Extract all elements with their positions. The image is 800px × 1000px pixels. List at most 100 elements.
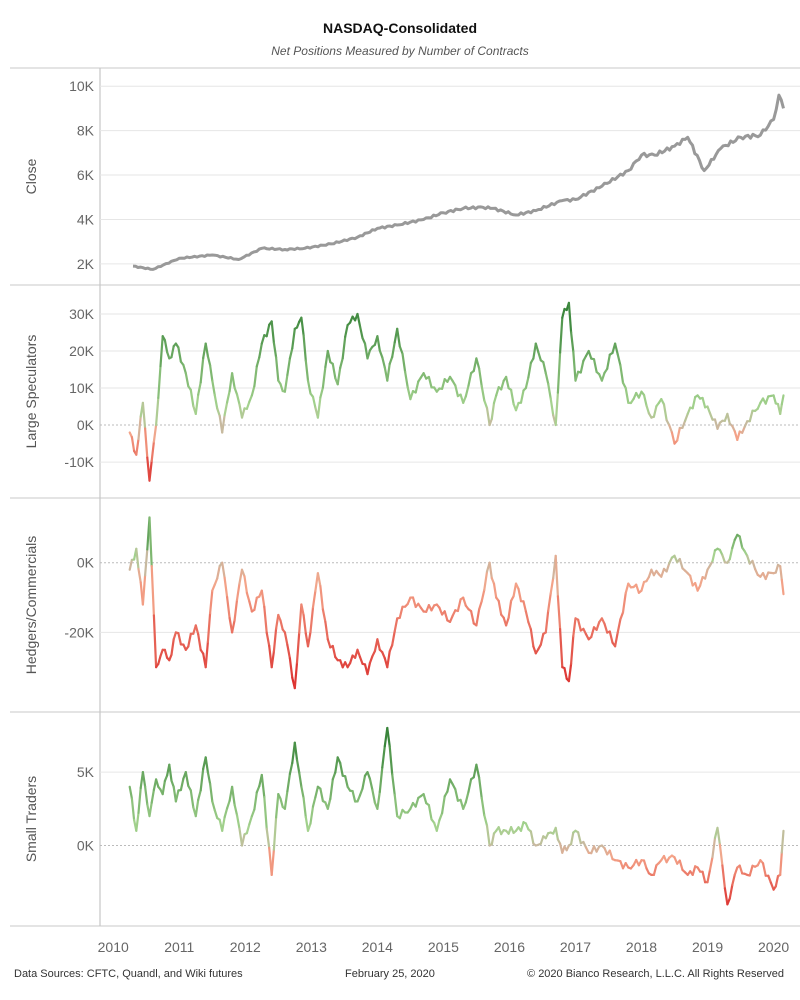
series-segment: [467, 778, 473, 793]
series-segment: [624, 386, 630, 404]
series-segment: [263, 795, 268, 830]
series-segment: [159, 335, 164, 368]
series-segment: [302, 613, 307, 635]
series-segment: [764, 571, 770, 581]
series-segment: [572, 350, 577, 382]
series-segment: [616, 618, 622, 634]
series-segment: [381, 744, 386, 769]
series-segment: [529, 628, 535, 648]
series-segment: [137, 415, 142, 441]
series-segment: [245, 591, 251, 603]
series-segment: [579, 359, 585, 374]
y-tick-label: 2K: [77, 256, 95, 272]
series-segment: [780, 829, 785, 854]
footer-sources: Data Sources: CFTC, Quandl, and Wiki fut…: [14, 968, 243, 980]
series-segment: [446, 778, 452, 793]
series-segment: [293, 661, 299, 690]
series-segment: [240, 833, 246, 847]
series-segment: [272, 341, 278, 359]
series-segment: [764, 395, 770, 405]
series-segment: [691, 395, 697, 410]
series-segment: [250, 384, 256, 397]
series-segment: [470, 609, 475, 625]
series-segment: [478, 367, 483, 388]
series-segment: [574, 370, 580, 382]
series-segment: [233, 386, 239, 396]
series-segment: [351, 789, 357, 803]
series-segment: [316, 572, 322, 588]
series-segment: [168, 763, 173, 782]
series-segment: [711, 836, 717, 859]
x-tick-label: 2010: [98, 939, 129, 955]
series-segment: [706, 868, 712, 884]
series-segment: [554, 554, 560, 598]
series-segment: [288, 347, 294, 360]
series-segment: [293, 741, 299, 761]
series-segment: [569, 331, 575, 353]
series-segment: [368, 777, 374, 792]
series-segment: [500, 379, 505, 391]
x-tick-label: 2020: [758, 939, 789, 955]
series-segment: [676, 426, 681, 442]
series-segment: [300, 603, 305, 617]
series-segment: [529, 830, 535, 845]
series-segment: [386, 726, 391, 748]
series-segment: [558, 627, 564, 669]
series-segment: [731, 538, 736, 550]
series-line-close: [132, 93, 785, 271]
series-segment: [148, 516, 153, 568]
series-segment: [711, 549, 717, 563]
footer-copyright: © 2020 Bianco Research, L.L.C. All Right…: [527, 968, 784, 980]
x-tick-label: 2013: [296, 939, 327, 955]
series-segment: [751, 559, 757, 571]
series-segment: [155, 396, 160, 427]
series-segment: [194, 393, 200, 415]
series-segment: [519, 821, 525, 832]
series-segment: [184, 372, 190, 388]
series-segment: [344, 324, 349, 338]
series-segment: [275, 613, 280, 630]
y-tick-label: 0K: [77, 555, 95, 571]
series-segment: [522, 600, 528, 613]
y-tick-label: 0K: [77, 838, 95, 854]
series-segment: [184, 770, 190, 788]
series-segment: [356, 312, 362, 328]
series-segment: [295, 758, 301, 774]
series-segment: [492, 582, 498, 599]
series-segment: [286, 772, 291, 793]
series-segment: [701, 396, 707, 409]
series-segment: [279, 797, 284, 809]
series-segment: [306, 822, 312, 832]
series-segment: [547, 382, 552, 400]
series-segment: [414, 380, 420, 394]
series-segment: [376, 790, 381, 810]
series-segment: [339, 357, 344, 369]
series-segment: [567, 301, 573, 334]
series-segment: [475, 608, 481, 627]
series-segment: [728, 546, 734, 561]
series-segment: [179, 777, 185, 792]
series-segment: [514, 401, 520, 412]
series-segment: [490, 832, 496, 846]
series-segment: [238, 568, 244, 585]
series-segment: [263, 605, 268, 634]
series-segment: [556, 595, 562, 631]
series-segment: [253, 791, 258, 811]
series-segment: [376, 638, 381, 651]
series-segment: [288, 657, 294, 679]
series-segment: [177, 632, 182, 646]
series-segment: [326, 797, 332, 810]
series-segment: [404, 370, 409, 389]
series-segment: [258, 342, 263, 359]
series-segment: [376, 335, 381, 352]
series-segment: [189, 388, 195, 407]
series-segment: [595, 620, 601, 632]
series-segment: [689, 574, 694, 587]
series-segment: [706, 405, 712, 415]
series-segment: [298, 771, 303, 788]
series-segment: [427, 375, 433, 389]
series-segment: [248, 600, 253, 613]
series-segment: [174, 789, 180, 803]
series-segment: [366, 349, 371, 360]
panel-1: Large Speculators -10K 0K 10K 20K 30K: [23, 301, 800, 482]
